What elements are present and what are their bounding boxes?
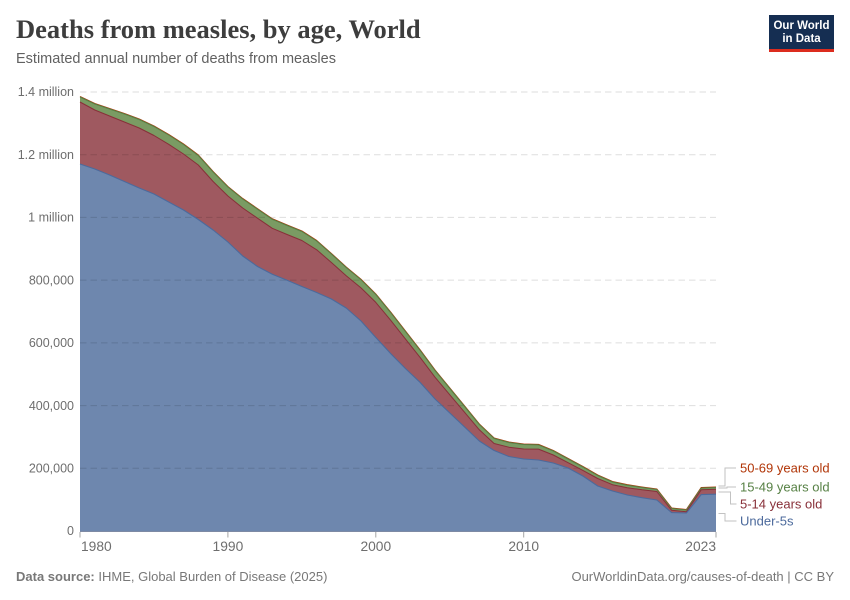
svg-text:Under-5s: Under-5s bbox=[740, 514, 794, 529]
svg-text:600,000: 600,000 bbox=[29, 336, 74, 350]
svg-text:2000: 2000 bbox=[360, 539, 391, 554]
svg-text:2023: 2023 bbox=[685, 539, 716, 554]
svg-text:0: 0 bbox=[67, 524, 74, 538]
svg-text:1980: 1980 bbox=[81, 539, 112, 554]
svg-text:1990: 1990 bbox=[213, 539, 244, 554]
svg-text:2010: 2010 bbox=[508, 539, 539, 554]
svg-text:1.2 million: 1.2 million bbox=[18, 148, 74, 162]
svg-text:800,000: 800,000 bbox=[29, 273, 74, 287]
svg-text:15-49 years old: 15-49 years old bbox=[740, 480, 830, 495]
svg-text:200,000: 200,000 bbox=[29, 462, 74, 476]
svg-text:1.4 million: 1.4 million bbox=[18, 85, 74, 99]
svg-text:400,000: 400,000 bbox=[29, 399, 74, 413]
svg-text:5-14 years old: 5-14 years old bbox=[740, 497, 822, 512]
svg-text:1 million: 1 million bbox=[28, 211, 74, 225]
svg-text:50-69 years old: 50-69 years old bbox=[740, 461, 830, 476]
